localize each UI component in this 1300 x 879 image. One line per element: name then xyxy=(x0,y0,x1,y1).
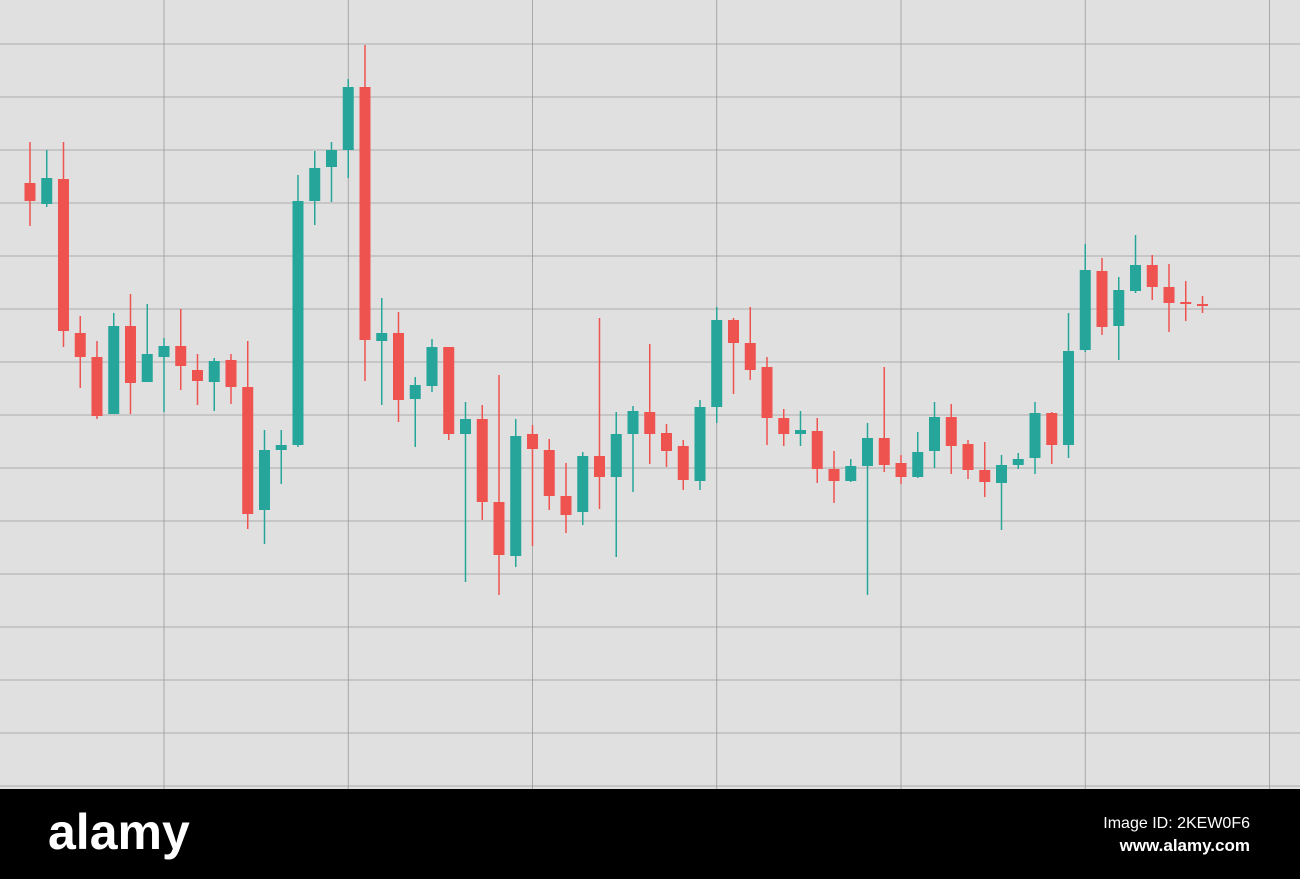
candle-body xyxy=(962,444,974,470)
candle-body xyxy=(560,496,572,515)
candle-body xyxy=(1180,302,1192,304)
url: www.alamy.com xyxy=(1119,836,1250,855)
candle-body xyxy=(1079,270,1091,350)
candle-body xyxy=(57,179,69,331)
candle-body xyxy=(41,178,53,204)
candle-body xyxy=(392,333,404,400)
candle-body xyxy=(325,150,337,167)
candle-body xyxy=(426,347,438,386)
candle-body xyxy=(929,417,941,451)
candle-body xyxy=(141,354,153,382)
candle-body xyxy=(1029,413,1041,458)
candle-body xyxy=(1146,265,1158,287)
chart xyxy=(0,0,1300,789)
candle-body xyxy=(979,470,991,482)
candle-body xyxy=(24,183,36,201)
image-id: Image ID: 2KEW0F6 xyxy=(1103,815,1250,832)
candle-body xyxy=(459,419,471,434)
candle-body xyxy=(376,333,388,341)
candle-body xyxy=(610,434,622,477)
candle-body xyxy=(124,326,136,383)
footer-background xyxy=(0,789,1300,879)
candle-body xyxy=(1163,287,1175,303)
candle-body xyxy=(996,465,1008,483)
candle-body xyxy=(828,469,840,481)
candle-body xyxy=(593,456,605,477)
candle-body xyxy=(895,463,907,477)
candle-body xyxy=(359,87,371,340)
candle-body xyxy=(1197,304,1209,306)
candle-body xyxy=(1046,413,1058,445)
candle-body xyxy=(526,434,538,449)
candle-body xyxy=(543,450,555,496)
candle-body xyxy=(1012,459,1024,465)
candle-body xyxy=(242,387,254,514)
candle-body xyxy=(627,411,639,434)
candle-body xyxy=(1113,290,1125,326)
candle-body xyxy=(158,346,170,357)
candle-body xyxy=(108,326,120,414)
candle-body xyxy=(728,320,740,343)
candle-body xyxy=(191,370,203,381)
candle-body xyxy=(577,456,589,512)
candle-body xyxy=(225,360,237,387)
candle-body xyxy=(694,407,706,481)
candle-body xyxy=(1063,351,1075,445)
candle-body xyxy=(91,357,103,416)
candle-body xyxy=(258,450,270,510)
candle-body xyxy=(275,445,287,450)
candle-body xyxy=(409,385,421,399)
candle-body xyxy=(342,87,354,150)
candle-body xyxy=(778,418,790,434)
candle-body xyxy=(677,446,689,480)
candle-body xyxy=(845,466,857,481)
candle-body xyxy=(660,433,672,451)
candle-body xyxy=(912,452,924,477)
candle-body xyxy=(744,343,756,370)
candle-body xyxy=(1130,265,1142,291)
candle-body xyxy=(761,367,773,418)
candle-body xyxy=(711,320,723,407)
candle-body xyxy=(862,438,874,466)
candle-body xyxy=(644,412,656,434)
candle-body xyxy=(811,431,823,469)
brand: alamy xyxy=(48,804,190,860)
candle-body xyxy=(945,417,957,446)
candle-body xyxy=(476,419,488,502)
candle-body xyxy=(878,438,890,465)
candle-body xyxy=(795,430,807,434)
candle-body xyxy=(208,361,220,382)
candle-body xyxy=(175,346,187,366)
candle-body xyxy=(309,168,321,201)
candle-body xyxy=(292,201,304,445)
footer: alamy Image ID: 2KEW0F6 www.alamy.com xyxy=(0,789,1300,879)
candle-body xyxy=(74,333,86,357)
candle-body xyxy=(443,347,455,434)
candle-body xyxy=(1096,271,1108,327)
candle-body xyxy=(493,502,505,555)
candle-body xyxy=(510,436,522,556)
